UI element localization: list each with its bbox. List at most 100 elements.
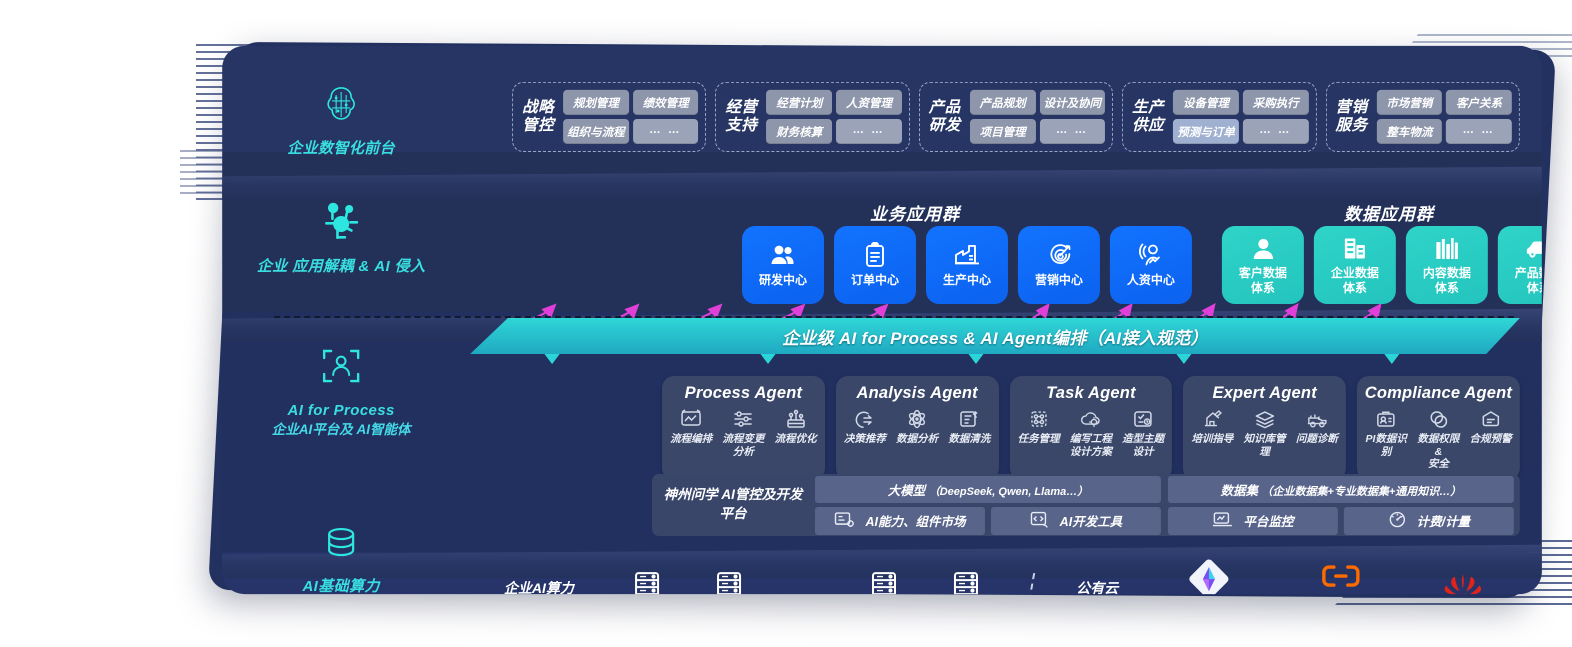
agent-capability[interactable]: 流程编排: [666, 408, 716, 458]
agent-capability[interactable]: 编写工程设计方案: [1066, 408, 1116, 458]
agent-capability[interactable]: 任务管理: [1014, 408, 1064, 458]
platform-cell-ai-devtool[interactable]: AI开发工具: [990, 506, 1161, 535]
llm-title: 大模型: [887, 483, 926, 498]
agent-analysis[interactable]: Analysis Agent 决策推荐: [835, 376, 999, 480]
agent-process[interactable]: Process Agent 流程编排: [662, 376, 825, 480]
domain-chip[interactable]: 经营计划: [766, 89, 833, 115]
infra-datacenter-2[interactable]: 数据中心: [688, 570, 770, 595]
huawei-logo[interactable]: HUAWEI: [1409, 573, 1516, 595]
agent-capability[interactable]: 问题诊断: [1292, 408, 1342, 458]
smart-vision-mark-icon: [1189, 559, 1229, 595]
platform-cell-label: 计费/计量: [1416, 515, 1471, 530]
data-group-header: 数据应用群: [1343, 204, 1434, 224]
app-card-label: 生产中心: [942, 273, 991, 288]
agent-capability[interactable]: 造型主题设计: [1118, 408, 1168, 458]
domain-chip[interactable]: 项目管理: [969, 118, 1036, 144]
app-card-label: 产品数据 体系: [1514, 266, 1542, 295]
brain-icon: [222, 84, 460, 131]
domain-chip[interactable]: 规划管理: [563, 89, 629, 115]
platform-cell-monitor[interactable]: 平台监控: [1167, 506, 1338, 535]
agent-capability[interactable]: 培训指导: [1187, 408, 1237, 458]
domain-chip[interactable]: 组织与流程: [563, 118, 629, 144]
agent-compliance[interactable]: Compliance Agent PI数据识别: [1357, 376, 1520, 480]
app-card-rnd-center[interactable]: 研发中心: [742, 225, 825, 304]
agent-capability[interactable]: PI数据识别: [1361, 408, 1411, 471]
agent-capability[interactable]: 流程变更分析: [718, 408, 768, 458]
agent-capability[interactable]: 数据分析: [892, 408, 942, 446]
app-card-product-data[interactable]: 产品数据 体系: [1497, 225, 1542, 304]
dataset-bar[interactable]: 数据集 （企业数据集+专业数据集+通用知识…）: [1167, 475, 1514, 503]
agent-title: Compliance Agent: [1364, 384, 1513, 403]
app-card-enterprise-data[interactable]: 企业数据 体系: [1313, 225, 1396, 304]
person-scan-icon: [222, 344, 460, 393]
domain-group[interactable]: 战略 管控 规划管理 绩效管理 组织与流程 … …: [512, 81, 707, 152]
domain-chip[interactable]: 整车物流: [1376, 118, 1443, 144]
domain-chip[interactable]: 产品规划: [969, 89, 1036, 115]
agent-capability[interactable]: 流程优化: [771, 408, 821, 458]
domain-chip[interactable]: 采购执行: [1242, 89, 1309, 115]
target-icon: [1046, 242, 1071, 268]
domain-chip[interactable]: 设计及协同: [1039, 89, 1106, 115]
app-card-content-data[interactable]: 内容数据 体系: [1405, 225, 1488, 304]
agent-capability[interactable]: 知识库管理: [1240, 408, 1290, 458]
domain-chip-more[interactable]: … …: [632, 118, 699, 144]
agent-capability[interactable]: 决策推荐: [840, 408, 890, 446]
platform-cell-label: AI能力、组件市场: [865, 515, 966, 530]
domain-chip-more[interactable]: … …: [1039, 118, 1106, 144]
ai-platform-row: 神州问学 AI管控及开发平台 大模型 （DeepSeek, Qwen, Llam…: [652, 474, 1520, 537]
platform-cell-billing[interactable]: 计费/计量: [1343, 506, 1514, 535]
domain-chip-more[interactable]: … …: [1446, 118, 1512, 144]
infra-divider: [1006, 573, 1052, 595]
layers-icon: [1254, 408, 1276, 430]
agent-capability-label: 数据分析: [896, 433, 939, 446]
domain-chip[interactable]: 客户关系: [1446, 89, 1512, 115]
agent-capability[interactable]: 数据清洗: [944, 408, 994, 446]
infra-ai-appliance-2[interactable]: AI一体机: [925, 570, 1007, 595]
rail-item-frontend: 企业数智化前台: [222, 84, 460, 159]
rail-label: AI基础算力: [302, 578, 380, 595]
agent-expert[interactable]: Expert Agent 培训指导: [1183, 376, 1347, 480]
rail-label: AI for Process: [287, 402, 395, 420]
domain-chip[interactable]: 人资管理: [836, 89, 902, 115]
server-icon: [869, 570, 899, 595]
orchestration-bar[interactable]: 企业级 AI for Process & AI Agent编排（AI接入规范）: [470, 318, 1520, 354]
domain-chip[interactable]: 财务核算: [766, 118, 833, 144]
agent-task[interactable]: Task Agent 任务管理: [1009, 376, 1173, 480]
app-card-marketing-center[interactable]: 营销中心: [1017, 225, 1100, 304]
domain-group[interactable]: 生产 供应 设备管理 采购执行 预测与订单 … …: [1122, 81, 1317, 152]
domain-group-title: 战略 管控: [522, 98, 555, 134]
app-card-production-center[interactable]: 生产中心: [925, 225, 1008, 304]
domain-chip[interactable]: 市场营销: [1376, 89, 1443, 115]
agent-capability-label: 流程编排: [670, 433, 713, 446]
agent-capability[interactable]: 合规预警: [1466, 408, 1516, 471]
app-card-hr-center[interactable]: 人资中心: [1109, 225, 1192, 304]
app-card-order-center[interactable]: 订单中心: [834, 225, 916, 304]
llm-bar[interactable]: 大模型 （DeepSeek, Qwen, Llama…）: [815, 475, 1161, 503]
server-icon: [950, 570, 980, 595]
domain-chip-more[interactable]: … …: [836, 118, 902, 144]
domain-group[interactable]: 经营 支持 经营计划 人资管理 财务核算 … …: [715, 81, 910, 152]
huawei-mark-icon: [1439, 573, 1485, 595]
domain-chip-more[interactable]: … …: [1242, 118, 1309, 144]
domain-group[interactable]: 产品 研发 产品规划 设计及协同 项目管理 … …: [918, 81, 1114, 152]
database-icon: [222, 524, 460, 569]
aliyun-logo[interactable]: 阿里云: [1275, 564, 1409, 594]
domain-chip[interactable]: 预测与订单: [1173, 118, 1239, 144]
smart-vision-logo[interactable]: 神州问学 Smart Vision: [1142, 559, 1276, 595]
app-card-customer-data[interactable]: 客户数据 体系: [1221, 225, 1304, 304]
infra-ai-appliance-1[interactable]: AI一体机: [843, 570, 925, 595]
architecture-board: 企业数智化前台 企业 应用解耦 & AI 侵入: [208, 41, 1556, 599]
infra-datacenter-1[interactable]: 数据中心: [606, 570, 688, 595]
agent-capability[interactable]: 数据权限 & 安全: [1413, 408, 1463, 471]
platform-cell-ai-market[interactable]: AI能力、组件市场: [815, 506, 985, 535]
domain-chip[interactable]: 设备管理: [1173, 89, 1239, 115]
app-card-label: 研发中心: [759, 273, 808, 288]
rail-item-ai-compute: AI基础算力: [222, 524, 460, 594]
domain-chip[interactable]: 绩效管理: [632, 89, 699, 115]
domain-group[interactable]: 营销 服务 市场营销 客户关系 整车物流 … …: [1325, 81, 1520, 152]
rail-label: 企业 应用解耦 & AI 侵入: [256, 257, 426, 275]
infra-ellipsis: … …: [784, 589, 827, 595]
task-node-icon: [1028, 408, 1050, 430]
domain-group-title: 经营 支持: [725, 98, 758, 134]
training-icon: [1201, 408, 1223, 430]
